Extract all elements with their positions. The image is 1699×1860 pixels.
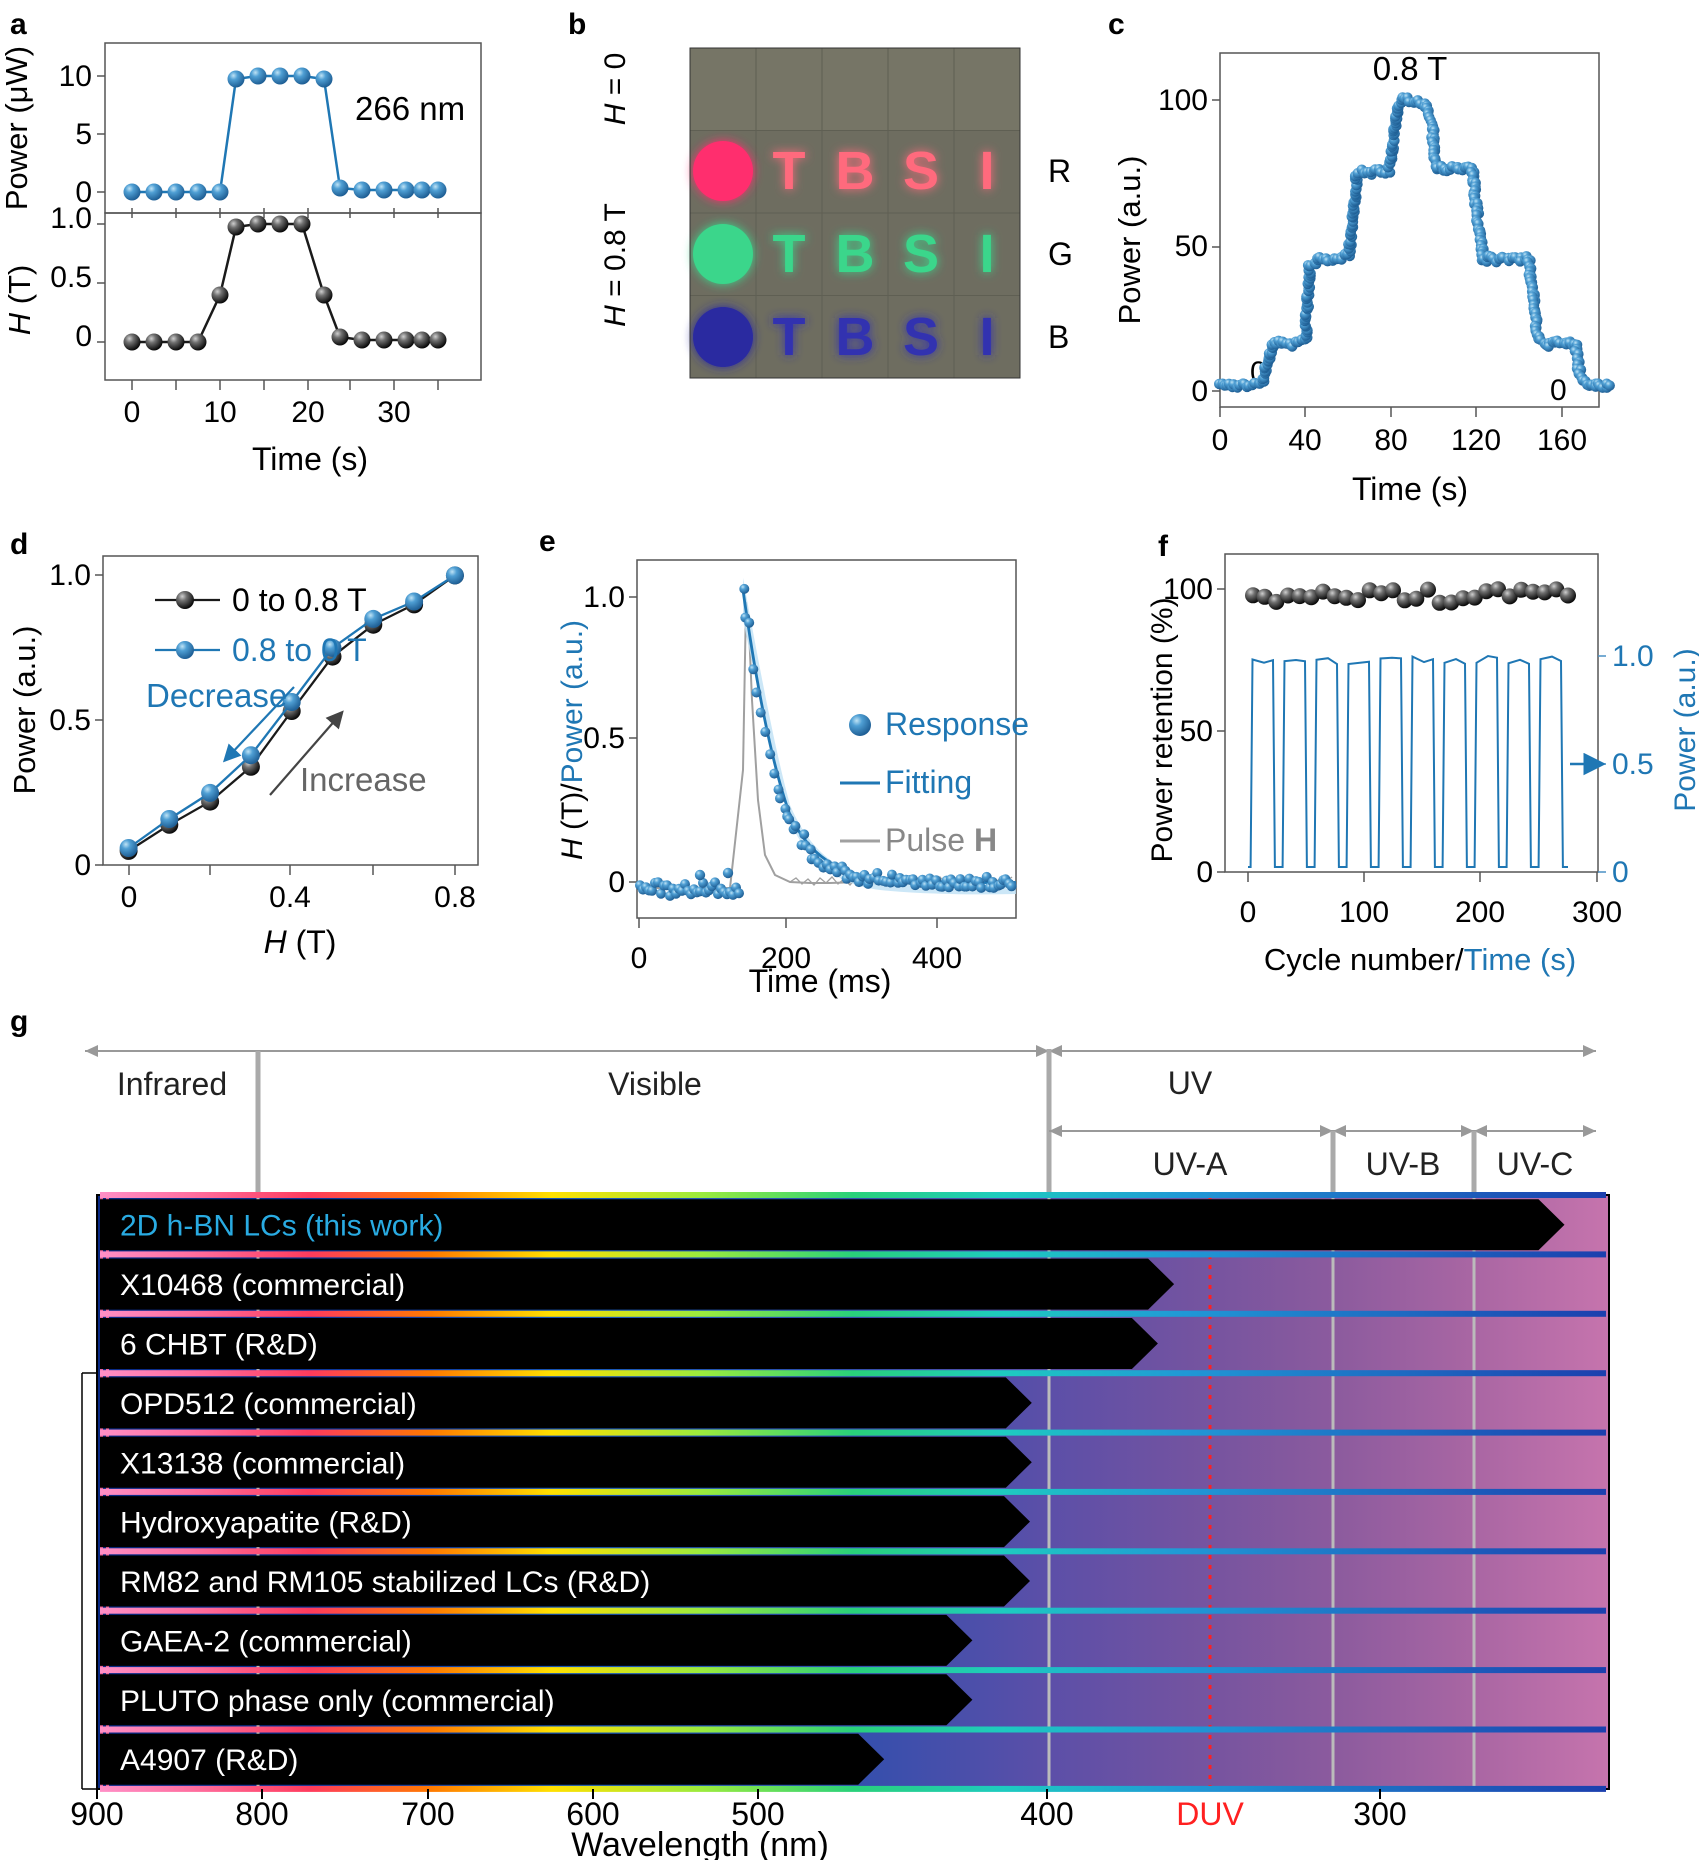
svg-text:0.8 to 0 T: 0.8 to 0 T: [232, 632, 367, 668]
svg-text:Infrared: Infrared: [117, 1066, 227, 1102]
svg-text:Decrease: Decrease: [146, 677, 287, 714]
svg-text:700: 700: [401, 1796, 454, 1832]
svg-text:0: 0: [74, 849, 91, 882]
svg-text:Visible: Visible: [608, 1066, 702, 1102]
svg-text:10: 10: [59, 60, 92, 93]
svg-text:30: 30: [377, 396, 410, 429]
svg-text:0: 0: [1240, 896, 1257, 929]
svg-text:B: B: [836, 224, 875, 284]
svg-text:T: T: [773, 141, 806, 201]
svg-text:0.5: 0.5: [1612, 748, 1654, 781]
svg-text:H = 0: H = 0: [599, 53, 632, 126]
svg-text:0: 0: [1196, 856, 1213, 889]
svg-text:900: 900: [70, 1796, 123, 1832]
svg-text:H (T): H (T): [264, 924, 337, 960]
svg-text:1.0: 1.0: [583, 581, 625, 614]
svg-text:0: 0: [1191, 375, 1208, 408]
svg-text:Power (a.u.): Power (a.u.): [7, 626, 42, 795]
svg-text:100: 100: [1158, 84, 1208, 117]
svg-text:100: 100: [1339, 896, 1389, 929]
svg-text:T: T: [773, 224, 806, 284]
svg-text:0: 0: [608, 866, 625, 899]
svg-text:I: I: [979, 141, 994, 201]
svg-text:S: S: [903, 224, 939, 284]
svg-text:H (T)/Power (a.u.): H (T)/Power (a.u.): [560, 620, 589, 860]
svg-text:Increase: Increase: [300, 761, 427, 798]
svg-text:GAEA-2 (commercial): GAEA-2 (commercial): [120, 1625, 412, 1658]
svg-text:0: 0: [631, 942, 648, 975]
svg-text:DUV: DUV: [1176, 1796, 1244, 1832]
svg-text:0: 0: [75, 320, 92, 353]
svg-text:UV-C: UV-C: [1497, 1146, 1573, 1182]
svg-text:Cycle number/Time (s): Cycle number/Time (s): [1264, 942, 1576, 977]
svg-text:50: 50: [1175, 230, 1208, 263]
svg-text:I: I: [979, 307, 994, 367]
svg-text:UV: UV: [1168, 1065, 1213, 1101]
svg-text:B: B: [1048, 319, 1069, 355]
svg-text:0.8: 0.8: [434, 881, 476, 914]
svg-text:RM82 and RM105 stabilized LCs: RM82 and RM105 stabilized LCs (R&D): [120, 1566, 650, 1599]
svg-text:160: 160: [1537, 424, 1587, 457]
svg-text:Wavelength (nm): Wavelength (nm): [571, 1826, 829, 1860]
svg-text:0: 0: [1550, 374, 1567, 407]
svg-text:0: 0: [1612, 856, 1629, 889]
svg-text:0.5: 0.5: [583, 722, 625, 755]
svg-text:I: I: [979, 224, 994, 284]
svg-text:0.5: 0.5: [49, 704, 91, 737]
svg-text:5: 5: [75, 118, 92, 151]
svg-text:A4907 (R&D): A4907 (R&D): [120, 1744, 298, 1777]
svg-text:6 CHBT (R&D): 6 CHBT (R&D): [120, 1329, 318, 1362]
svg-text:0: 0: [1212, 424, 1229, 457]
svg-text:G: G: [1048, 236, 1073, 272]
svg-text:200: 200: [1455, 896, 1505, 929]
svg-text:0.8 T: 0.8 T: [1373, 50, 1448, 87]
svg-text:80: 80: [1374, 424, 1407, 457]
svg-text:20: 20: [291, 396, 324, 429]
svg-text:1.0: 1.0: [50, 202, 92, 235]
svg-text:300: 300: [1353, 1796, 1406, 1832]
svg-text:Power (μW): Power (μW): [0, 46, 34, 210]
svg-text:Hydroxyapatite (R&D): Hydroxyapatite (R&D): [120, 1507, 412, 1540]
svg-text:H = 0.8 T: H = 0.8 T: [599, 203, 632, 327]
svg-text:S: S: [903, 307, 939, 367]
svg-text:Power (a.u.): Power (a.u.): [1112, 156, 1147, 325]
svg-text:UV-A: UV-A: [1153, 1146, 1228, 1182]
svg-text:1.0: 1.0: [1612, 640, 1654, 673]
svg-text:1.0: 1.0: [49, 559, 91, 592]
svg-text:B: B: [836, 307, 875, 367]
svg-text:40: 40: [1288, 424, 1321, 457]
svg-text:0 to 0.8 T: 0 to 0.8 T: [232, 582, 367, 618]
svg-text:PLUTO phase only (commercial): PLUTO phase only (commercial): [120, 1685, 555, 1718]
svg-text:Pulse H: Pulse H: [885, 822, 997, 858]
svg-text:H (T): H (T): [2, 265, 37, 336]
svg-text:X10468 (commercial): X10468 (commercial): [120, 1269, 405, 1302]
svg-text:800: 800: [235, 1796, 288, 1832]
svg-text:0.4: 0.4: [269, 881, 311, 914]
svg-text:OPD512 (commercial): OPD512 (commercial): [120, 1388, 417, 1421]
svg-text:Power retention (%): Power retention (%): [1150, 597, 1179, 862]
svg-text:T: T: [773, 307, 806, 367]
svg-text:300: 300: [1572, 896, 1622, 929]
svg-text:Fitting: Fitting: [885, 764, 972, 800]
svg-text:0.5: 0.5: [50, 261, 92, 294]
svg-text:0: 0: [124, 396, 141, 429]
svg-text:50: 50: [1180, 715, 1213, 748]
svg-text:400: 400: [1020, 1796, 1073, 1832]
svg-text:120: 120: [1451, 424, 1501, 457]
svg-text:X13138 (commercial): X13138 (commercial): [120, 1447, 405, 1480]
svg-text:B: B: [836, 141, 875, 201]
svg-text:0: 0: [121, 881, 138, 914]
svg-text:400: 400: [912, 942, 962, 975]
svg-text:UV-B: UV-B: [1366, 1146, 1441, 1182]
svg-text:R: R: [1048, 153, 1071, 189]
svg-text:S: S: [903, 141, 939, 201]
svg-text:10: 10: [203, 396, 236, 429]
svg-text:Time (ms): Time (ms): [749, 963, 892, 999]
svg-text:266 nm: 266 nm: [355, 90, 465, 127]
svg-text:2D h-BN LCs (this work): 2D h-BN LCs (this work): [120, 1210, 443, 1243]
svg-text:Response: Response: [885, 706, 1029, 742]
svg-text:Power (a.u.): Power (a.u.): [1669, 648, 1699, 811]
